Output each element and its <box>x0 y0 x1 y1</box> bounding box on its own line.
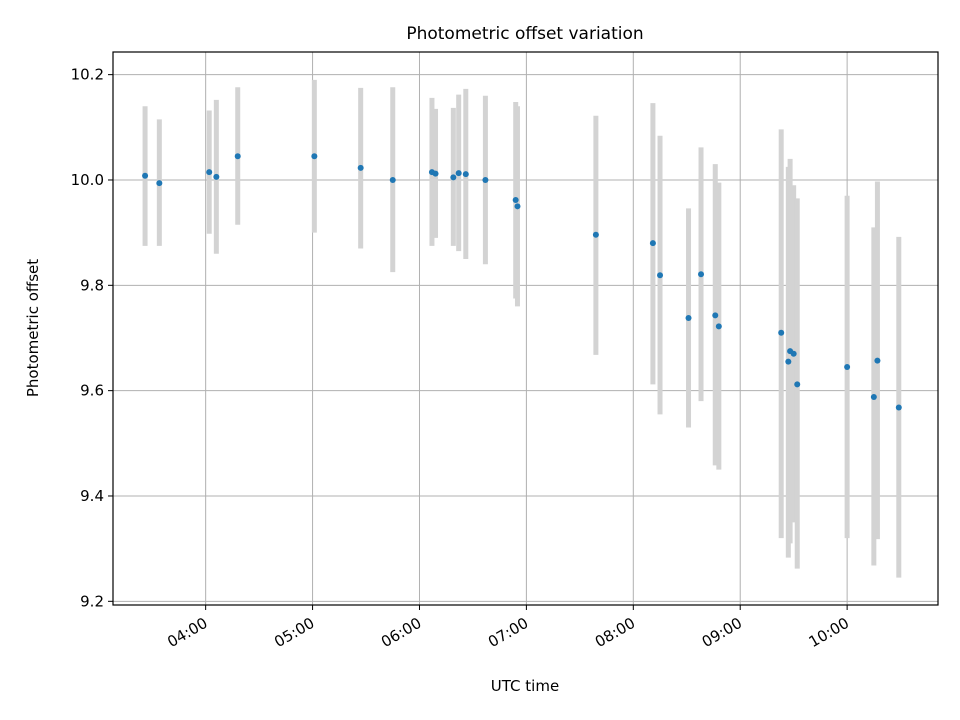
data-point <box>712 312 719 319</box>
data-point <box>432 170 439 177</box>
data-point <box>778 329 785 336</box>
data-point <box>790 350 797 357</box>
chart-title: Photometric offset variation <box>406 24 643 44</box>
data-point <box>389 176 396 183</box>
grid-layer <box>113 52 938 605</box>
y-axis-ticks: 9.2 9.4 9.6 9.8 10.0 10.2 <box>71 66 113 610</box>
data-point <box>657 272 664 279</box>
data-point <box>514 203 521 210</box>
data-point <box>785 358 792 365</box>
data-point <box>142 172 149 179</box>
data-point <box>715 323 722 330</box>
data-point <box>213 173 220 180</box>
data-point <box>874 357 881 364</box>
data-point <box>450 174 457 181</box>
y-axis-title: Photometric offset <box>24 259 42 397</box>
data-point <box>455 170 462 177</box>
point-layer <box>142 153 902 411</box>
y-tick-label: 10.0 <box>71 171 104 189</box>
data-point <box>357 164 364 171</box>
y-tick-label: 9.8 <box>80 276 104 294</box>
plot-frame <box>112 51 939 606</box>
data-point <box>512 196 519 203</box>
data-point <box>794 381 801 388</box>
data-point <box>895 404 902 411</box>
data-point <box>649 240 656 247</box>
data-point <box>462 171 469 178</box>
data-point <box>206 169 213 176</box>
data-point <box>870 393 877 400</box>
data-point <box>685 314 692 321</box>
data-point <box>156 180 163 187</box>
data-point <box>482 176 489 183</box>
x-axis-title: UTC time <box>491 677 559 695</box>
y-tick-label: 9.2 <box>80 592 104 610</box>
y-tick-label: 10.2 <box>71 66 104 84</box>
y-tick-label: 9.4 <box>80 487 104 505</box>
data-point <box>698 271 705 278</box>
data-point <box>234 153 241 160</box>
data-point <box>311 153 318 160</box>
data-point <box>844 363 851 370</box>
data-point <box>592 231 599 238</box>
y-tick-label: 9.6 <box>80 382 104 400</box>
